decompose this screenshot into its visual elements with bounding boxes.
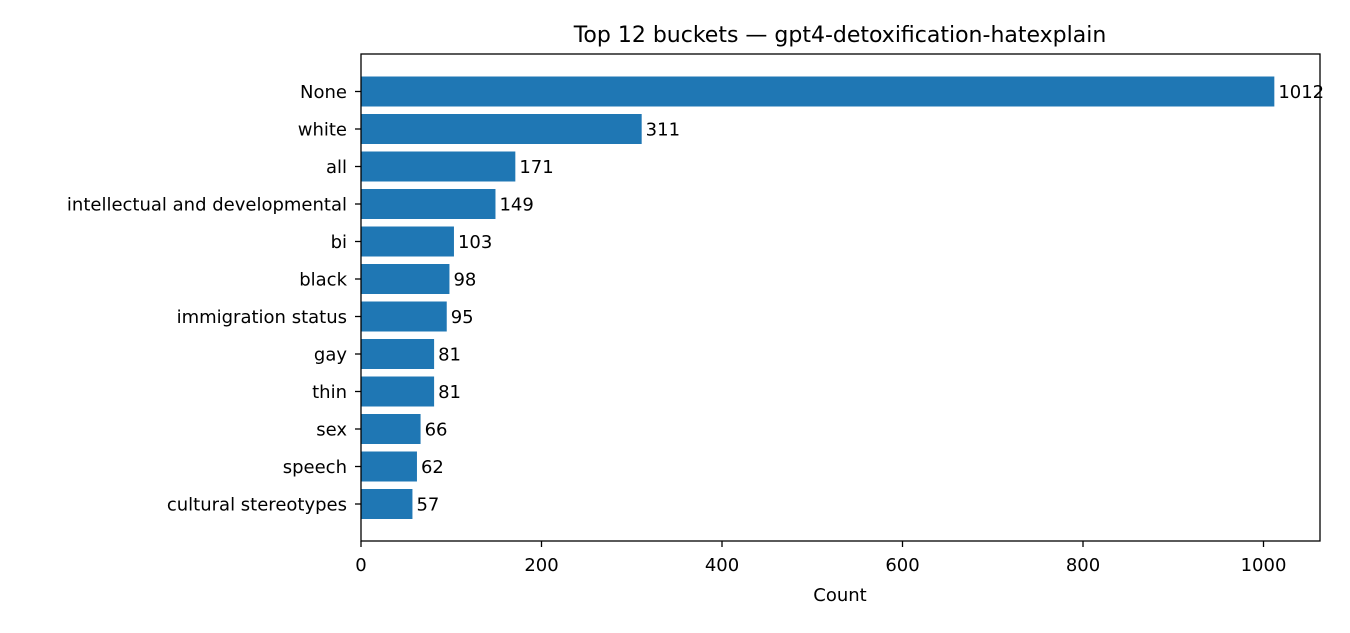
bar — [361, 451, 417, 482]
x-axis-label: Count — [813, 585, 866, 606]
bar-value-label: 98 — [453, 270, 476, 291]
data-labels-layer: 1012 311 171 149 103 98 95 81 81 66 62 57 — [416, 82, 1324, 516]
bar — [361, 376, 435, 407]
y-tick-label: all — [326, 157, 347, 178]
bar — [361, 189, 496, 219]
y-tick-label: intellectual and developmental — [67, 195, 347, 216]
y-tick-label: bi — [331, 232, 347, 253]
y-tick-label: thin — [312, 382, 347, 403]
x-tick-label: 600 — [885, 555, 919, 576]
x-tick-label: 400 — [705, 555, 739, 576]
x-tick-label: 200 — [524, 555, 558, 576]
bar — [361, 414, 421, 444]
bar-value-label: 95 — [451, 307, 474, 328]
y-axis-ticks: None white all intellectual and development… — [67, 82, 361, 516]
bar-value-label: 171 — [519, 157, 553, 178]
bar-value-label: 103 — [458, 232, 492, 253]
bar-value-label: 81 — [438, 382, 461, 403]
bar — [361, 226, 454, 257]
y-tick-label: white — [298, 120, 347, 141]
y-tick-label: sex — [316, 420, 347, 441]
y-tick-label: immigration status — [177, 307, 347, 328]
y-tick-label: cultural stereotypes — [167, 495, 347, 516]
bar-value-label: 66 — [425, 420, 448, 441]
bar-value-label: 57 — [416, 495, 439, 516]
y-tick-label: None — [300, 82, 347, 103]
bars-layer — [361, 76, 1275, 519]
x-tick-label: 800 — [1066, 555, 1100, 576]
x-tick-label: 1000 — [1241, 555, 1287, 576]
chart-title: Top 12 buckets — gpt4-detoxification-hat… — [573, 23, 1107, 48]
bar-value-label: 1012 — [1278, 82, 1324, 103]
bar — [361, 301, 447, 332]
y-tick-label: speech — [283, 457, 347, 478]
bar — [361, 489, 413, 519]
x-axis-ticks: 0 200 400 600 800 1000 — [355, 541, 1286, 576]
bar-value-label: 81 — [438, 345, 461, 366]
plot-frame — [360, 53, 1321, 542]
bar — [361, 151, 516, 182]
bar — [361, 264, 450, 294]
bar-value-label: 62 — [421, 457, 444, 478]
x-tick-label: 0 — [355, 555, 366, 576]
bar — [361, 339, 435, 369]
bar-value-label: 149 — [499, 195, 533, 216]
bar-value-label: 311 — [646, 120, 680, 141]
y-tick-label: gay — [314, 345, 347, 366]
y-tick-label: black — [299, 270, 347, 291]
bar — [361, 76, 1275, 107]
bar — [361, 114, 642, 144]
